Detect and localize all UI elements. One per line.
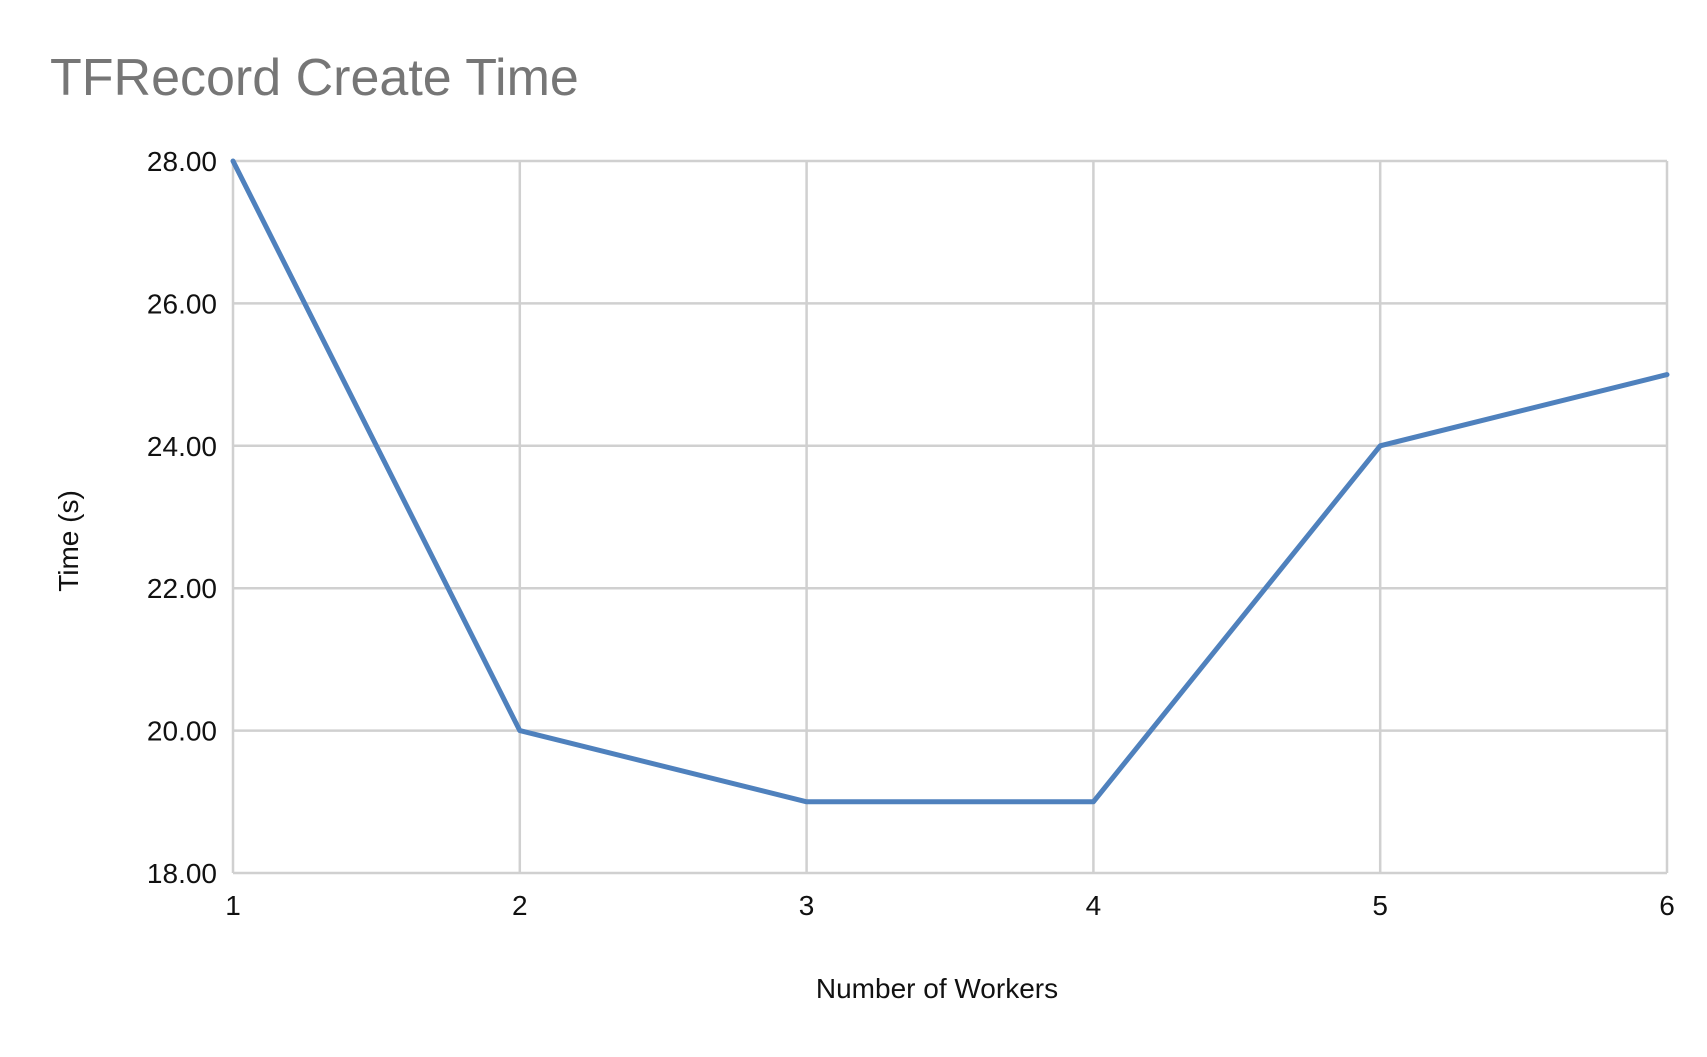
vertical-gridlines	[231, 161, 1669, 873]
chart-title: TFRecord Create Time	[50, 49, 579, 107]
x-tick-label: 6	[1659, 890, 1675, 921]
x-axis-ticks: 1 2 3 4 5 6	[225, 890, 1675, 921]
x-tick-label: 3	[799, 890, 815, 921]
y-tick-label: 24.00	[147, 431, 217, 462]
x-tick-label: 1	[225, 890, 241, 921]
y-tick-label: 26.00	[147, 288, 217, 319]
series-group	[230, 158, 1670, 805]
x-tick-label: 4	[1086, 890, 1102, 921]
x-axis-title: Number of Workers	[816, 973, 1058, 1004]
y-tick-label: 18.00	[147, 858, 217, 889]
y-axis-ticks: 18.00 20.00 22.00 24.00 26.00 28.00	[147, 146, 217, 889]
y-tick-label: 20.00	[147, 716, 217, 747]
x-tick-label: 5	[1372, 890, 1388, 921]
horizontal-gridlines	[233, 159, 1667, 875]
y-tick-label: 22.00	[147, 573, 217, 604]
x-tick-label: 2	[512, 890, 528, 921]
y-axis-title: Time (s)	[53, 490, 84, 592]
y-tick-label: 28.00	[147, 146, 217, 177]
series-line	[230, 158, 1670, 805]
